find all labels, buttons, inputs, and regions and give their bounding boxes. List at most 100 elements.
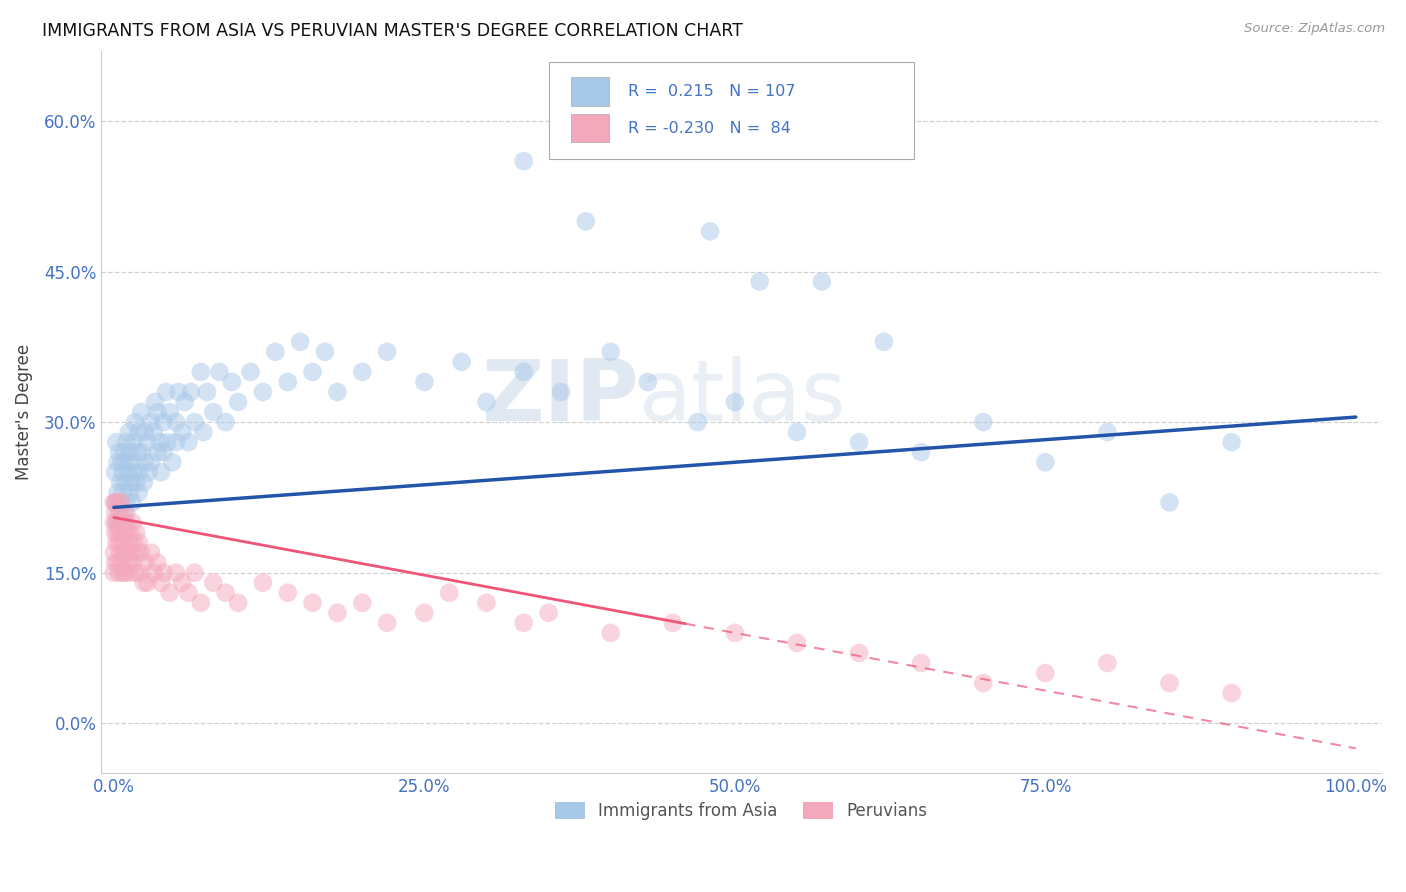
Point [114,516,136,530]
Point [105,435,128,450]
Point [110,455,132,469]
Point [118,445,141,459]
Point [208,365,231,379]
Point [111,465,134,479]
Point [512,615,534,630]
Point [599,344,621,359]
FancyBboxPatch shape [550,62,914,159]
Point [118,535,141,549]
Text: IMMIGRANTS FROM ASIA VS PERUVIAN MASTER'S DEGREE CORRELATION CHART: IMMIGRANTS FROM ASIA VS PERUVIAN MASTER'… [42,22,742,40]
Point [124,566,146,580]
Point [114,566,136,580]
Point [136,435,159,450]
Point [1220,686,1243,700]
Point [146,556,169,570]
Point [115,495,138,509]
Point [103,516,125,530]
Point [301,365,323,379]
Point [105,516,128,530]
Point [352,365,374,379]
Point [190,365,212,379]
Point [252,575,274,590]
Point [104,465,127,479]
Point [128,465,150,479]
Text: Source: ZipAtlas.com: Source: ZipAtlas.com [1244,22,1385,36]
Point [475,596,498,610]
Point [686,415,709,429]
Point [277,375,299,389]
Point [127,545,149,559]
Point [108,566,131,580]
Point [108,495,131,509]
Point [165,566,187,580]
Point [326,384,349,399]
Point [111,535,134,549]
Point [637,375,659,389]
Point [910,656,932,670]
Point [177,435,200,450]
Point [437,586,460,600]
Point [661,615,683,630]
Point [117,556,139,570]
Point [550,384,572,399]
Point [152,445,174,459]
Point [118,525,141,540]
Point [165,435,187,450]
Text: R =  0.215   N = 107: R = 0.215 N = 107 [628,85,796,99]
Point [972,415,994,429]
Point [104,525,127,540]
Point [1033,666,1056,681]
Point [115,505,138,519]
Point [115,525,138,540]
Point [150,575,173,590]
Point [475,395,498,409]
Point [121,495,143,509]
Point [108,516,131,530]
Point [159,405,181,419]
Point [110,516,132,530]
Point [599,626,621,640]
Point [288,334,311,349]
Point [104,505,127,519]
Point [972,676,994,690]
Point [1033,455,1056,469]
Point [239,365,262,379]
Point [103,545,125,559]
Point [215,415,238,429]
Point [110,556,132,570]
Point [142,566,165,580]
Point [108,545,131,559]
Point [1159,676,1181,690]
Point [120,475,142,490]
Point [121,556,143,570]
Point [180,384,202,399]
Point [314,344,336,359]
Point [873,334,896,349]
Point [111,485,134,500]
Point [177,586,200,600]
Point [226,395,249,409]
Point [114,475,136,490]
Point [125,525,148,540]
Legend: Immigrants from Asia, Peruvians: Immigrants from Asia, Peruvians [548,795,934,827]
Point [724,395,747,409]
Point [413,606,436,620]
Point [215,586,238,600]
Point [326,606,349,620]
Point [107,495,129,509]
Point [252,384,274,399]
Point [141,415,163,429]
Point [104,495,127,509]
Point [128,535,150,549]
Point [575,214,598,228]
Point [107,455,129,469]
Point [110,495,132,509]
Point [152,566,174,580]
Point [141,545,163,559]
Point [127,445,149,459]
Point [183,415,205,429]
Point [537,606,560,620]
Point [136,575,159,590]
Point [910,445,932,459]
Point [112,545,135,559]
